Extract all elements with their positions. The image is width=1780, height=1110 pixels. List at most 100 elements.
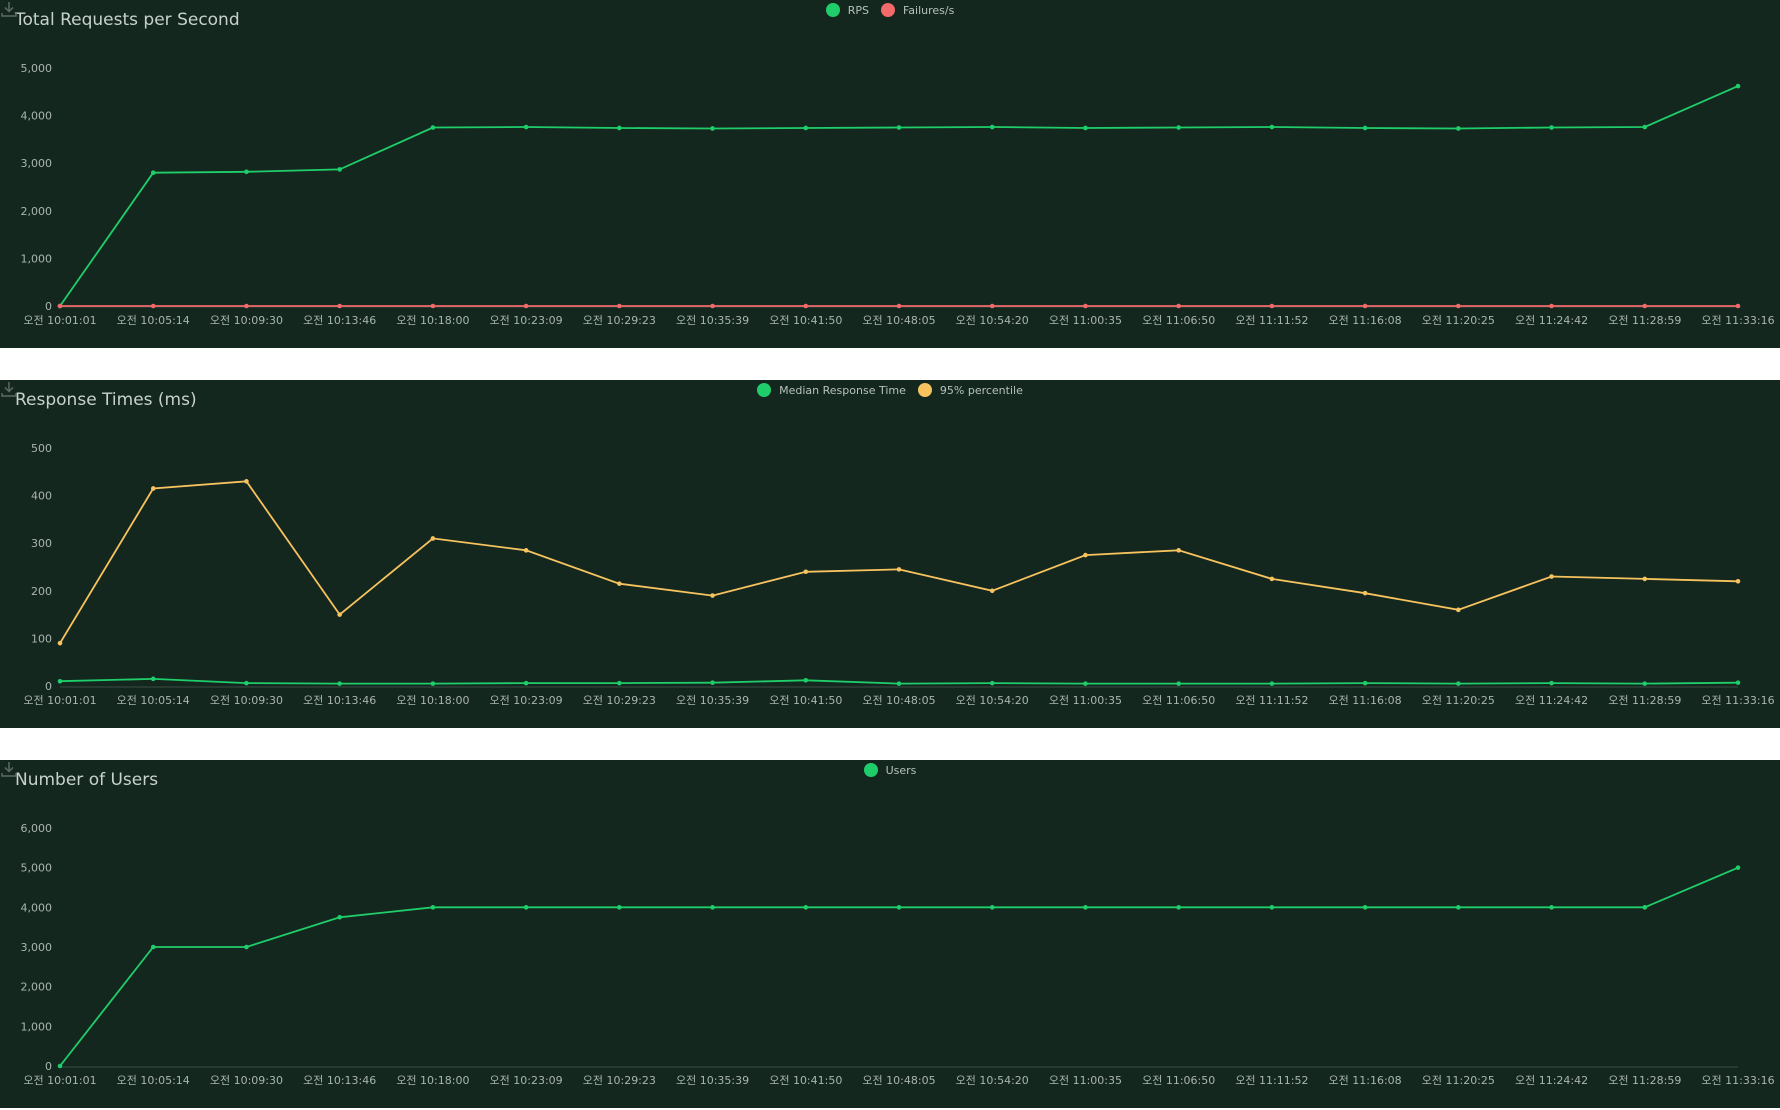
x-tick-label: 오전 10:54:20 [956,694,1029,707]
data-point [1269,681,1275,686]
data-point [896,303,902,309]
y-tick-label: 100 [31,632,52,645]
x-tick-label: 오전 11:11:52 [1235,314,1308,327]
x-tick-label: 오전 11:00:35 [1049,694,1122,707]
x-tick-label: 오전 10:01:01 [23,314,96,327]
data-point [1362,680,1368,686]
x-tick-label: 오전 10:35:39 [676,1074,749,1087]
data-point [710,593,715,598]
x-tick-label: 오전 10:09:30 [210,314,283,327]
data-point [1549,125,1554,130]
legend-label: RPS [847,3,869,17]
data-point [337,914,342,920]
rps-chart-panel: Total Requests per Second RPS Failures/s… [0,0,1780,348]
x-tick-label: 오전 10:41:50 [769,314,842,327]
data-point [617,905,622,910]
y-tick-label: 4,000 [21,901,53,914]
data-point [1549,905,1554,910]
data-point [1549,303,1554,309]
data-point [1735,303,1741,309]
data-point [617,581,622,586]
x-tick-label: 오전 10:05:14 [117,694,190,707]
data-point [896,681,902,686]
data-point [1269,905,1275,910]
data-point [1269,303,1275,309]
legend-item-failures[interactable]: Failures/s [880,3,954,17]
data-point [150,486,156,491]
data-point [57,1063,63,1069]
x-tick-label: 오전 11:28:59 [1608,1074,1681,1087]
x-tick-label: 오전 10:23:09 [490,1074,563,1087]
y-tick-label: 3,000 [21,157,53,170]
data-point [1735,865,1741,870]
data-point [989,680,995,686]
data-point [1362,303,1368,309]
data-point [1642,681,1648,686]
data-point [896,567,902,572]
data-point [1735,680,1741,685]
data-point [617,125,622,131]
x-tick-label: 오전 11:24:42 [1515,314,1588,327]
x-tick-label: 오전 11:28:59 [1608,314,1681,327]
series-line [59,480,1739,644]
legend-item-median[interactable]: Median Response Time [757,383,906,397]
chart-legend: Users [0,763,1780,777]
data-point [337,612,342,617]
data-point [710,126,715,131]
data-point [896,125,902,130]
users-line-chart: 0 1,000 2,000 3,000 4,000 5,000 6,000 오전 10:01:… [21,822,1775,1087]
data-point [1269,576,1275,582]
y-tick-label: 5,000 [21,862,53,875]
data-point [710,905,715,910]
legend-item-users[interactable]: Users [863,763,916,777]
y-tick-label: 200 [31,585,52,598]
data-point [710,680,715,685]
data-point [150,676,156,682]
x-tick-label: 오전 11:11:52 [1235,1074,1308,1087]
x-tick-label: 오전 11:20:25 [1422,1074,1495,1087]
data-point [1083,905,1088,910]
y-tick-label: 6,000 [21,822,53,835]
data-point [244,680,249,686]
x-tick-label: 오전 10:18:00 [396,314,469,327]
chart-title: Response Times (ms) [15,390,197,410]
x-tick-label: 오전 11:33:16 [1701,694,1774,707]
download-icon[interactable] [0,760,18,778]
data-point [57,640,63,646]
x-tick-label: 오전 11:24:42 [1515,1074,1588,1087]
x-tick-label: 오전 11:33:16 [1701,1074,1774,1087]
x-tick-label: 오전 11:16:08 [1329,314,1402,327]
data-point [1456,303,1461,309]
data-point [1176,905,1181,910]
response-times-chart-panel: Response Times (ms) Median Response Time… [0,380,1780,728]
data-point [150,303,156,309]
download-icon[interactable] [0,380,18,398]
x-tick-label: 오전 11:33:16 [1701,314,1774,327]
download-icon[interactable] [0,0,18,18]
data-point [1735,578,1741,584]
data-point [430,681,436,686]
x-tick-label: 오전 11:24:42 [1515,694,1588,707]
y-tick-label: 0 [45,300,52,313]
data-point [1549,574,1554,579]
data-point [989,905,995,910]
x-tick-label: 오전 11:20:25 [1422,314,1495,327]
x-tick-label: 오전 10:09:30 [210,694,283,707]
legend-item-p95[interactable]: 95% percentile [917,383,1023,397]
x-tick-label: 오전 10:41:50 [769,694,842,707]
data-point [1176,125,1181,130]
y-tick-label: 4,000 [21,110,53,123]
x-tick-label: 오전 10:01:01 [23,694,96,707]
x-tick-label: 오전 11:28:59 [1608,694,1681,707]
data-point [617,303,622,309]
rps-line-chart: 0 1,000 2,000 3,000 4,000 5,000 오전 10:01:01 오전 … [21,62,1775,327]
data-point [337,303,342,309]
data-point [337,681,342,686]
x-tick-label: 오전 10:05:14 [117,1074,190,1087]
data-point [430,303,436,309]
legend-dot-median [757,383,772,397]
legend-item-rps[interactable]: RPS [825,3,869,17]
data-point [523,303,529,309]
data-point [617,680,622,686]
y-tick-label: 2,000 [21,981,53,994]
